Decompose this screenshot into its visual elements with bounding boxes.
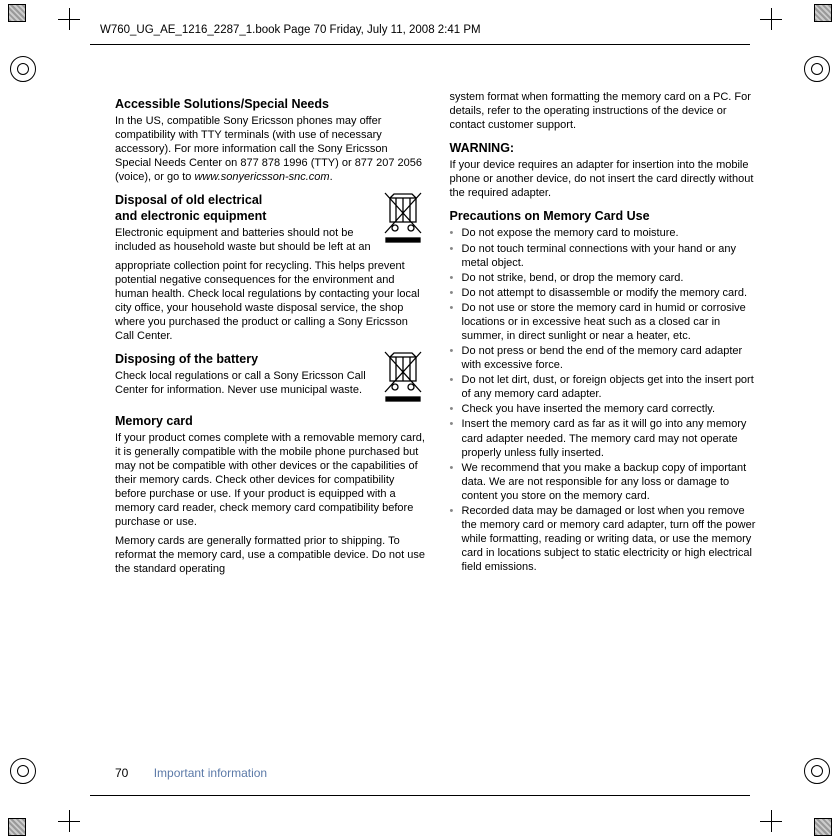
- registration-target-icon: [10, 758, 36, 784]
- url-text: www.sonyericsson-snc.com: [194, 171, 329, 183]
- list-item: We recommend that you make a backup copy…: [450, 461, 761, 503]
- registration-target-icon: [804, 56, 830, 82]
- section-name: Important information: [154, 766, 267, 780]
- list-item: Do not let dirt, dust, or foreign object…: [450, 373, 761, 401]
- list-item: Do not press or bend the end of the memo…: [450, 344, 761, 372]
- heading-memory-card: Memory card: [115, 413, 426, 429]
- registration-target-icon: [10, 56, 36, 82]
- colorbar-icon: [8, 4, 26, 22]
- heading-line: Disposal of old electrical: [115, 193, 262, 207]
- body-text: Electronic equipment and batteries shoul…: [115, 226, 372, 254]
- running-header: W760_UG_AE_1216_2287_1.book Page 70 Frid…: [100, 24, 481, 36]
- registration-target-icon: [804, 758, 830, 784]
- heading-line: and electronic equipment: [115, 209, 266, 223]
- body-text: .: [330, 171, 333, 183]
- list-item: Insert the memory card as far as it will…: [450, 417, 761, 459]
- heading-disposing-battery: Disposing of the battery: [115, 351, 372, 367]
- body-text: If your product comes complete with a re…: [115, 431, 426, 530]
- page-number: 70: [115, 766, 128, 780]
- footer-rule: [90, 795, 750, 796]
- heading-warning: WARNING:: [450, 140, 761, 156]
- crop-mark-icon: [58, 810, 80, 832]
- page-footer: 70 Important information: [115, 766, 267, 780]
- header-rule: [90, 44, 750, 45]
- body-text: Check local regulations or call a Sony E…: [115, 369, 372, 397]
- list-item: Do not touch terminal connections with y…: [450, 242, 761, 270]
- colorbar-icon: [8, 818, 26, 836]
- page-body: Accessible Solutions/Special Needs In th…: [115, 90, 760, 745]
- precautions-list: Do not expose the memory card to moistur…: [450, 226, 761, 574]
- crop-mark-icon: [760, 8, 782, 30]
- weee-bin-icon: [380, 347, 426, 405]
- weee-bin-icon: [380, 188, 426, 246]
- heading-precautions: Precautions on Memory Card Use: [450, 208, 761, 224]
- heading-disposal-equipment: Disposal of old electrical and electroni…: [115, 192, 372, 224]
- body-text: In the US, compatible Sony Ericsson phon…: [115, 114, 426, 184]
- colorbar-icon: [814, 4, 832, 22]
- right-column: system format when formatting the memory…: [450, 90, 761, 745]
- crop-mark-icon: [58, 8, 80, 30]
- heading-accessible-solutions: Accessible Solutions/Special Needs: [115, 96, 426, 112]
- body-text: system format when formatting the memory…: [450, 90, 761, 132]
- list-item: Do not strike, bend, or drop the memory …: [450, 271, 761, 285]
- body-text: appropriate collection point for recycli…: [115, 259, 426, 343]
- crop-mark-icon: [760, 810, 782, 832]
- body-text: If your device requires an adapter for i…: [450, 158, 761, 200]
- list-item: Do not use or store the memory card in h…: [450, 301, 761, 343]
- colorbar-icon: [814, 818, 832, 836]
- list-item: Recorded data may be damaged or lost whe…: [450, 504, 761, 574]
- list-item: Do not attempt to disassemble or modify …: [450, 286, 761, 300]
- list-item: Check you have inserted the memory card …: [450, 402, 761, 416]
- list-item: Do not expose the memory card to moistur…: [450, 226, 761, 240]
- left-column: Accessible Solutions/Special Needs In th…: [115, 90, 426, 745]
- body-text: Memory cards are generally formatted pri…: [115, 534, 426, 576]
